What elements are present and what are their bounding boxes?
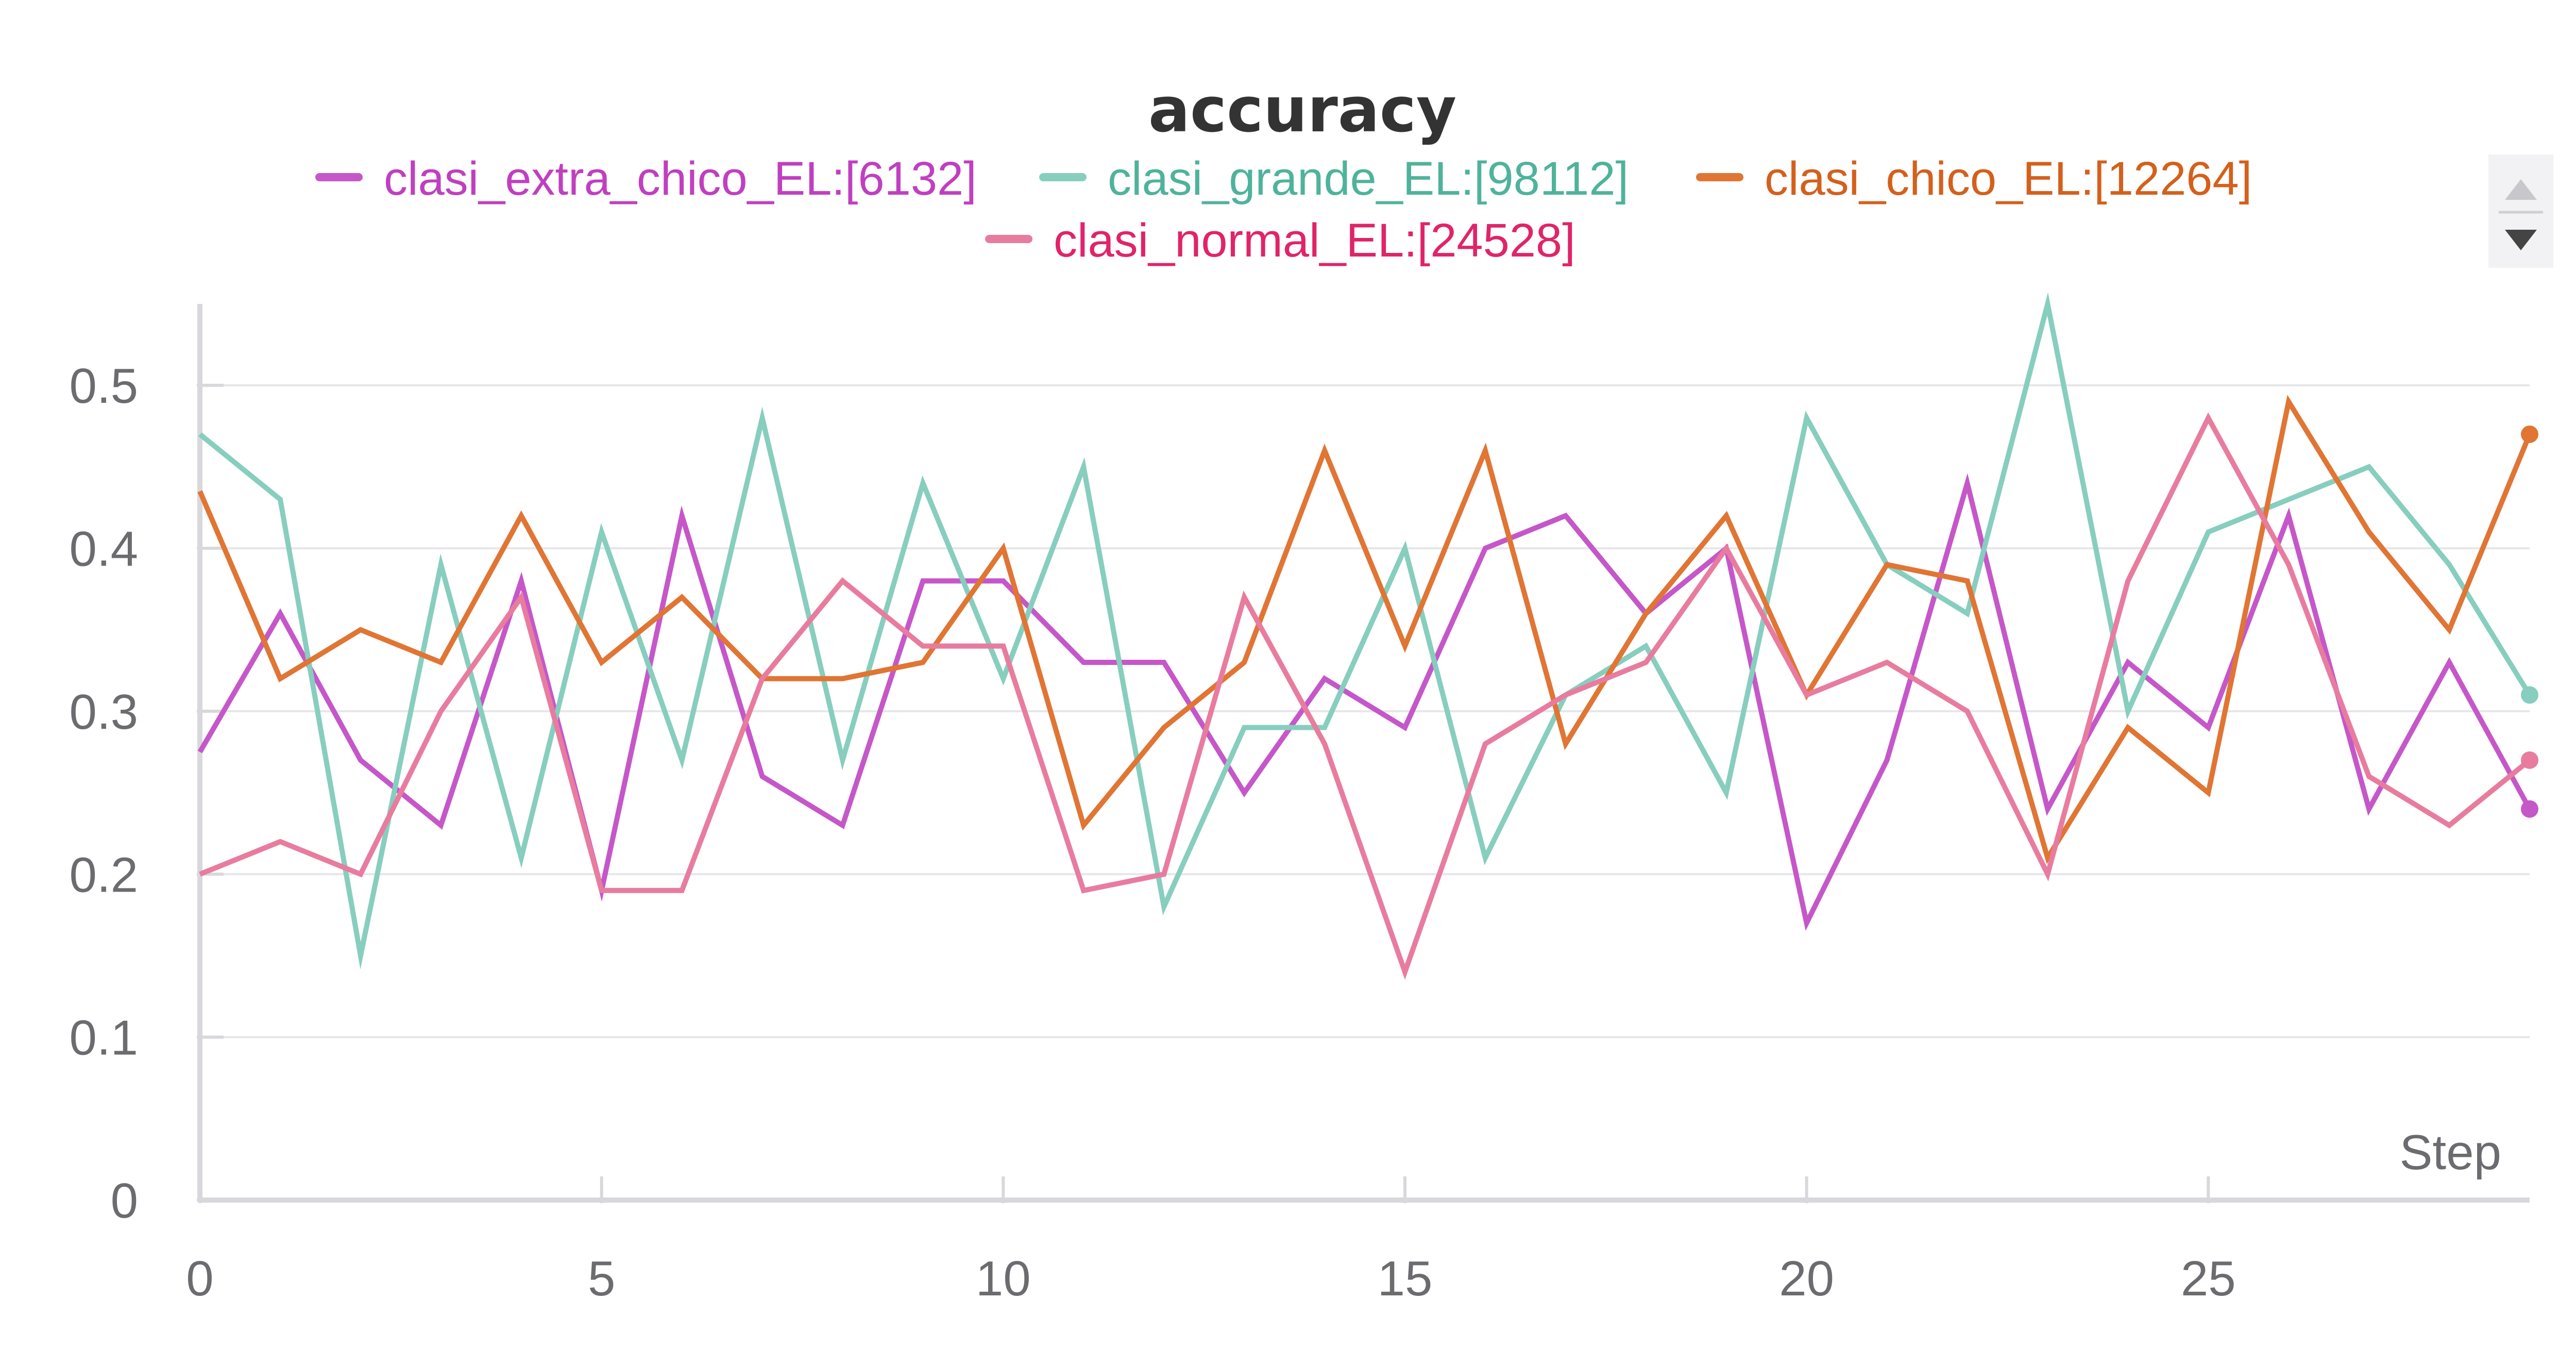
legend-label: clasi_grande_EL:[98112]	[1108, 152, 1629, 205]
legend-item-2[interactable]: clasi_grande_EL:[98112]	[1039, 152, 1629, 205]
legend-item-3[interactable]: clasi_chico_EL:[12264]	[1696, 152, 2252, 205]
y-tick-label: 0	[111, 1173, 138, 1228]
series-line-3	[197, 395, 2532, 864]
triangle-down-icon[interactable]	[2505, 230, 2537, 250]
series-end-point-4	[2521, 751, 2538, 769]
y-tick-label: 0.5	[70, 358, 138, 414]
tick-labels: 0 0.1 0.2 0.3 0.4 0.5 0 5 10 15 20 25	[70, 358, 2236, 1306]
grid-lines	[200, 384, 2530, 1038]
series-line-4	[199, 412, 2532, 980]
legend-label: clasi_extra_chico_EL:[6132]	[384, 152, 977, 205]
y-tick-label: 0.4	[70, 522, 138, 577]
x-axis-label: Step	[2400, 1125, 2501, 1180]
series-line-2	[198, 292, 2532, 970]
y-tick-label: 0.1	[70, 1011, 138, 1066]
series-lines	[197, 292, 2532, 980]
x-tick-label: 15	[1378, 1251, 1433, 1306]
series-end-point-1	[2521, 800, 2538, 818]
legend-item-4[interactable]: clasi_normal_EL:[24528]	[985, 214, 1575, 267]
legend: clasi_extra_chico_EL:[6132] clasi_grande_…	[315, 152, 2252, 267]
legend-label: clasi_chico_EL:[12264]	[1765, 152, 2252, 205]
y-tick-label: 0.3	[70, 685, 138, 740]
x-tick-label: 5	[588, 1251, 615, 1306]
legend-label: clasi_normal_EL:[24528]	[1054, 214, 1575, 267]
triangle-up-icon[interactable]	[2505, 179, 2537, 200]
series-end-point-2	[2521, 686, 2538, 704]
x-tick-label: 25	[2181, 1251, 2236, 1306]
y-tick-label: 0.2	[70, 847, 138, 902]
series-end-markers	[2521, 425, 2538, 818]
legend-scroll-control[interactable]	[2488, 155, 2553, 268]
x-tick-label: 10	[976, 1251, 1031, 1306]
x-tick-label: 20	[1779, 1251, 1834, 1306]
chart-title: accuracy	[1148, 75, 1456, 146]
legend-item-1[interactable]: clasi_extra_chico_EL:[6132]	[315, 152, 977, 205]
series-end-point-3	[2521, 425, 2538, 443]
x-tick-label: 0	[186, 1251, 213, 1306]
